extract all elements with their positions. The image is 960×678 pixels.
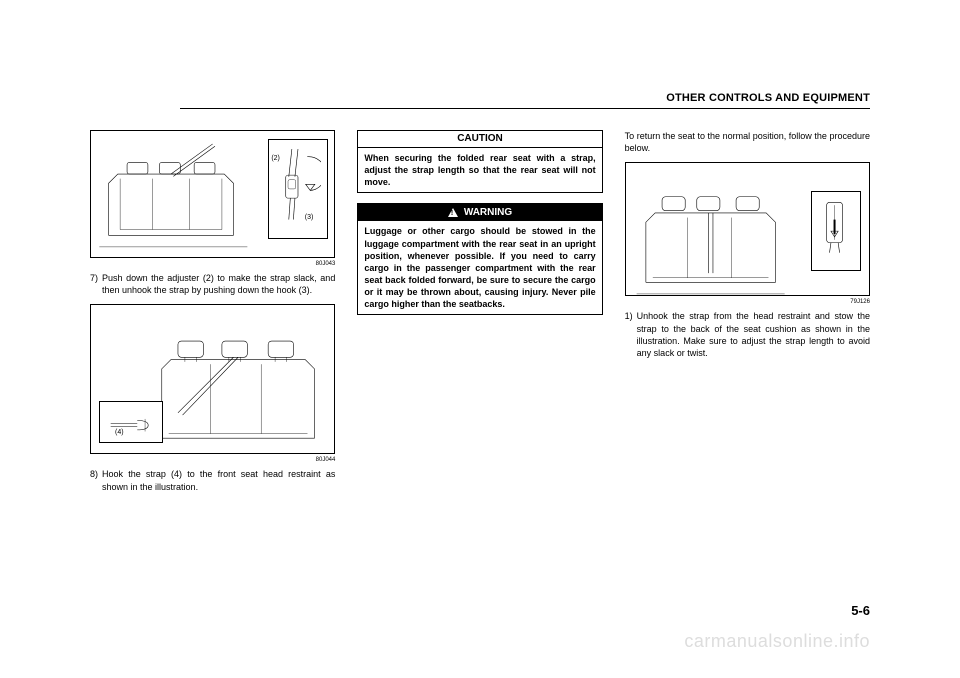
caution-box: CAUTION When securing the folded rear se…: [357, 130, 602, 193]
caution-body: When securing the folded rear seat with …: [358, 148, 601, 192]
seat-sketch-2: [97, 311, 328, 473]
column-container: (2) (3) 80J043 7) Push down the adjuster…: [90, 130, 870, 501]
inset-adjuster: (2) (3): [268, 139, 328, 239]
caution-title: CAUTION: [358, 131, 601, 148]
figure-79j126: [625, 162, 870, 296]
figure-80j044: (4): [90, 304, 335, 454]
inset-hook: [99, 401, 163, 443]
section-header: OTHER CONTROLS AND EQUIPMENT: [666, 92, 870, 104]
warning-triangle-icon: [448, 208, 458, 217]
column-2: CAUTION When securing the folded rear se…: [357, 130, 602, 501]
header-rule: [180, 108, 870, 109]
warning-body: Luggage or other cargo should be stowed …: [358, 221, 601, 314]
warning-title: WARNING: [464, 206, 512, 220]
page-number: 5-6: [851, 603, 870, 618]
label-3: (3): [305, 213, 314, 222]
intro-text: To return the seat to the normal positio…: [625, 130, 870, 154]
column-1: (2) (3) 80J043 7) Push down the adjuster…: [90, 130, 335, 501]
label-4: (4): [115, 428, 124, 437]
adjuster-detail: [275, 146, 321, 223]
warning-title-bar: WARNING: [358, 204, 601, 222]
manual-page: OTHER CONTROLS AND EQUIPMENT: [0, 0, 960, 678]
label-2: (2): [271, 154, 280, 163]
column-3: To return the seat to the normal positio…: [625, 130, 870, 501]
watermark: carmanualsonline.info: [684, 631, 870, 652]
hook-detail: [106, 408, 156, 441]
inset-stow: [811, 191, 861, 271]
stow-detail: [818, 198, 854, 256]
figure-80j043: (2) (3): [90, 130, 335, 258]
warning-box: WARNING Luggage or other cargo should be…: [357, 203, 602, 315]
